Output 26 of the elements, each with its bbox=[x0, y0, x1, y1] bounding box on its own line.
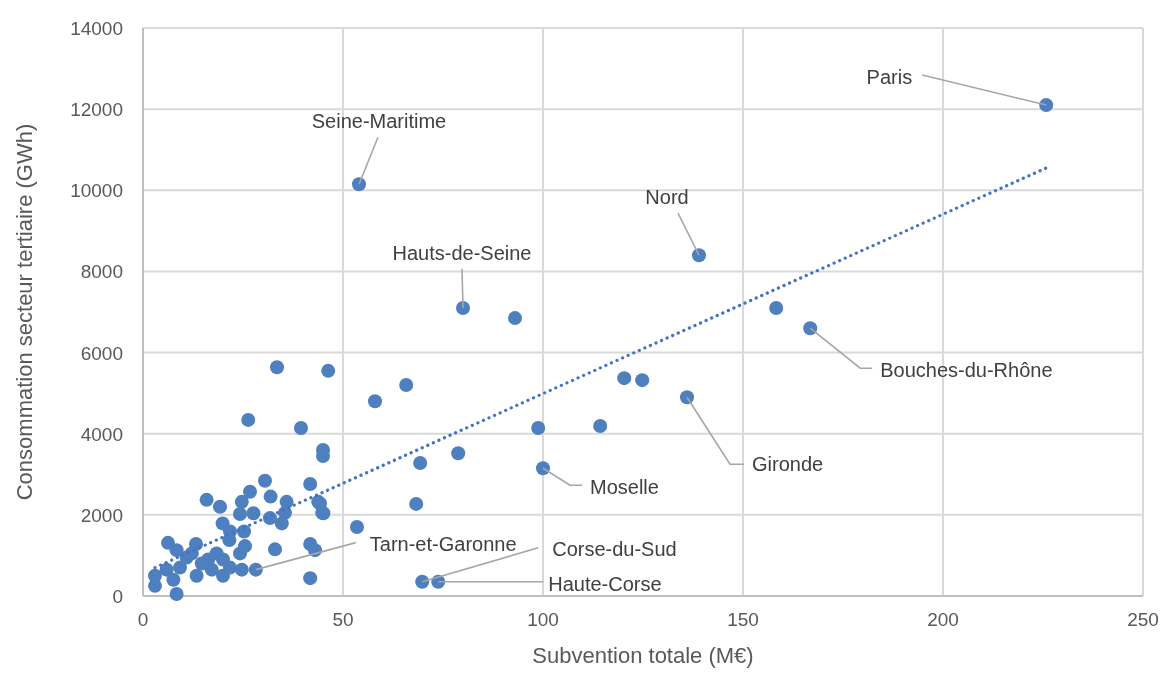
annotation: Moselle bbox=[590, 476, 659, 499]
y-tick-label: 2000 bbox=[80, 504, 123, 526]
x-tick-label: 150 bbox=[727, 609, 759, 630]
y-tick-label: 0 bbox=[112, 586, 123, 607]
annotation: Gironde bbox=[752, 453, 824, 476]
x-tick-label: 200 bbox=[927, 609, 959, 630]
y-tick-label: 6000 bbox=[80, 342, 123, 364]
x-axis-title: Subvention totale (M€) bbox=[532, 643, 754, 668]
y-axis-title: Consommation secteur tertiaire (GWh) bbox=[12, 123, 37, 501]
annotation: Hauts-de-Seine bbox=[392, 241, 532, 264]
annotation: Seine-Maritime bbox=[311, 110, 447, 133]
annotation: Bouches-du-Rhône bbox=[880, 359, 1053, 382]
annotation: Corse-du-Sud bbox=[552, 537, 677, 560]
annotation: Haute-Corse bbox=[548, 572, 662, 595]
x-tick-label: 100 bbox=[527, 609, 559, 630]
annotation: Nord bbox=[645, 186, 689, 209]
x-tick-label: 50 bbox=[332, 609, 354, 630]
y-tick-label: 10000 bbox=[70, 180, 123, 202]
y-tick-label: 12000 bbox=[70, 99, 123, 121]
x-tick-label: 250 bbox=[1127, 609, 1159, 630]
annotation: Paris bbox=[866, 66, 913, 89]
annotation: Tarn-et-Garonne bbox=[369, 532, 517, 555]
y-tick-label: 4000 bbox=[80, 423, 123, 445]
y-tick-label: 14000 bbox=[70, 18, 123, 39]
y-tick-label: 8000 bbox=[80, 261, 123, 283]
x-tick-label: 0 bbox=[137, 609, 149, 630]
